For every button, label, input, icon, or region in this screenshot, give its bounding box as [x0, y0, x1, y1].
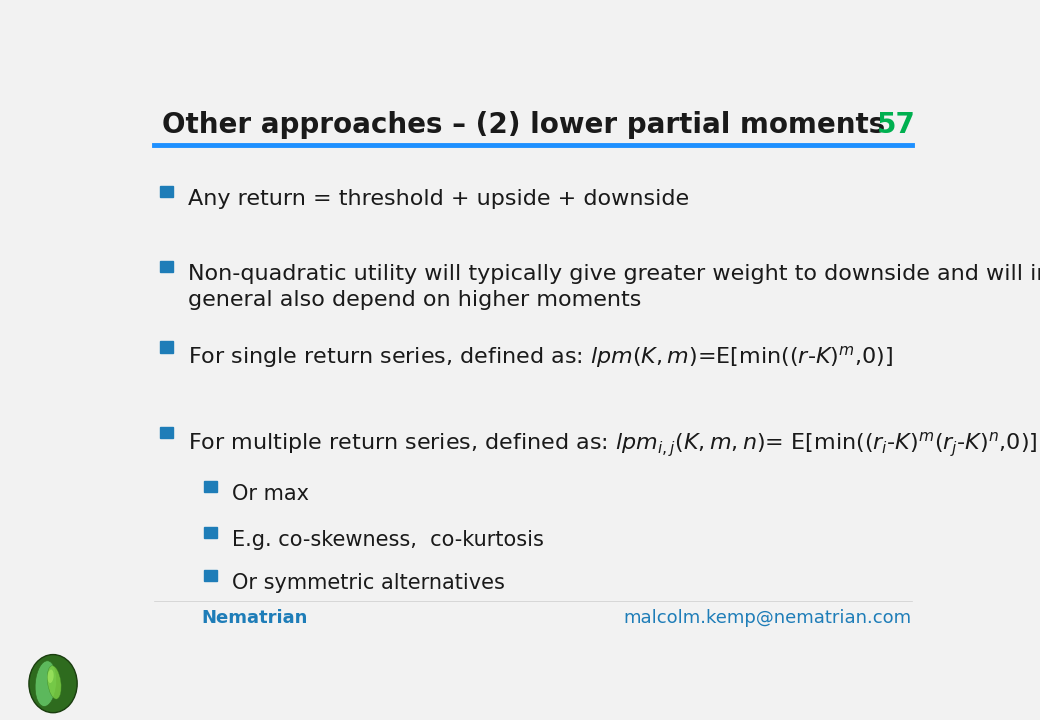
Ellipse shape — [29, 654, 77, 713]
Bar — [160, 186, 173, 197]
Text: Or max: Or max — [232, 484, 309, 504]
Text: Non-quadratic utility will typically give greater weight to downside and will in: Non-quadratic utility will typically giv… — [188, 264, 1040, 310]
Text: E.g. co-skewness,  co-kurtosis: E.g. co-skewness, co-kurtosis — [232, 530, 544, 550]
Ellipse shape — [48, 670, 54, 683]
Ellipse shape — [35, 661, 56, 706]
Bar — [160, 341, 173, 353]
Text: malcolm.kemp@nematrian.com: malcolm.kemp@nematrian.com — [624, 608, 912, 626]
Text: Nematrian: Nematrian — [201, 608, 307, 626]
Bar — [204, 481, 217, 492]
Bar — [204, 527, 217, 539]
Text: Any return = threshold + upside + downside: Any return = threshold + upside + downsi… — [188, 189, 690, 209]
Bar — [160, 261, 173, 272]
Text: Other approaches – (2) lower partial moments: Other approaches – (2) lower partial mom… — [162, 112, 885, 140]
Bar — [160, 428, 173, 438]
Text: For multiple return series, defined as: $\mathit{lpm}_{i,j}(K,m,n)$= E[min($(r_i: For multiple return series, defined as: … — [188, 430, 1038, 459]
Text: Or symmetric alternatives: Or symmetric alternatives — [232, 572, 505, 593]
Ellipse shape — [47, 666, 61, 699]
Text: 57: 57 — [877, 112, 916, 140]
Bar — [204, 570, 217, 581]
Text: For single return series, defined as: $\mathit{lpm}(K,m)$=E[min($(r$-$K)^{m}$,0): For single return series, defined as: $\… — [188, 344, 893, 370]
